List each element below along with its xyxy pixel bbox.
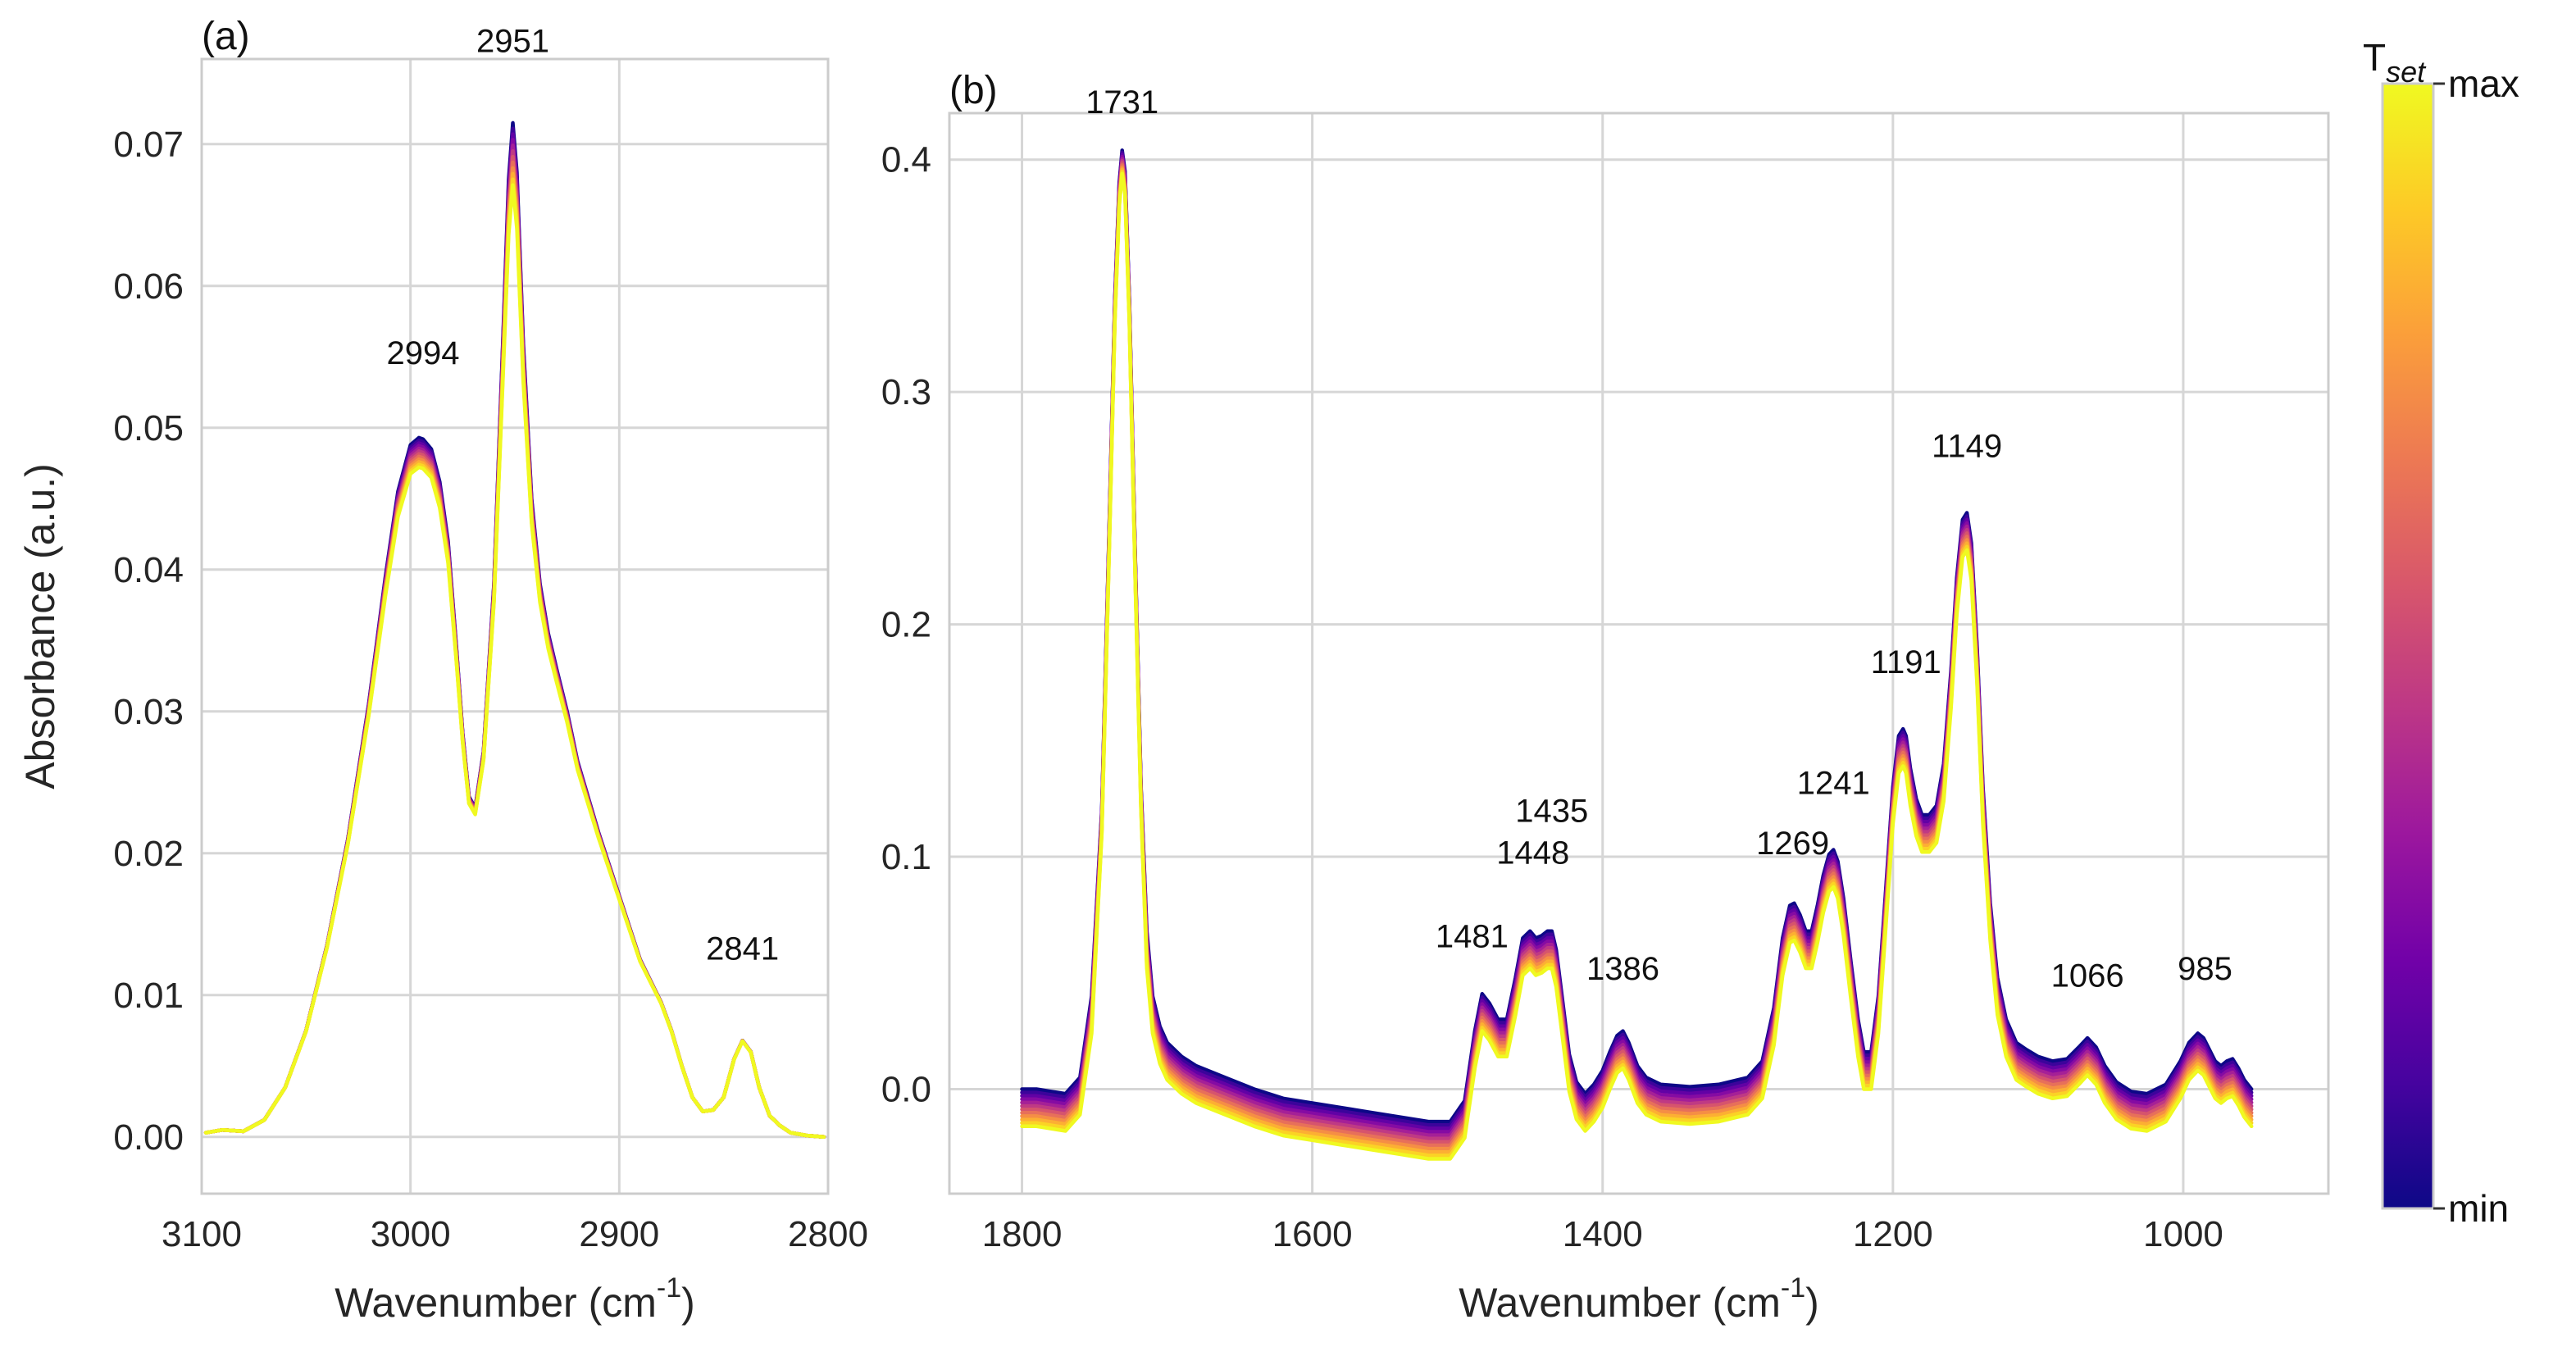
peak-label: 1269 bbox=[1756, 826, 1829, 862]
spectrum-line bbox=[203, 154, 826, 1140]
panel-b-curves bbox=[1020, 148, 2254, 1161]
peak-label: 985 bbox=[2178, 951, 2232, 987]
colorbar-title-main: T bbox=[2363, 36, 2386, 79]
y-tick-label: 0.3 bbox=[881, 372, 931, 412]
panel-b-x-axis-label: Wavenumber (cm-1) bbox=[1459, 1272, 1819, 1326]
spectrum-line bbox=[1020, 167, 2254, 1154]
x-tick-label: 2900 bbox=[579, 1214, 659, 1254]
panel-a-curves bbox=[203, 121, 826, 1140]
spectrum-line bbox=[203, 126, 826, 1140]
panel-a-label: (a) bbox=[202, 15, 250, 58]
panel-a-ticks: 3100 3000 2900 2800 0.00 0.01 0.02 0.03 0.04 0.05… bbox=[113, 125, 868, 1254]
x-tick-label: 3100 bbox=[162, 1214, 242, 1254]
spectrum-line bbox=[203, 143, 826, 1140]
spectrum-line bbox=[203, 149, 826, 1140]
x-tick-label: 3000 bbox=[371, 1214, 451, 1254]
panel-a-grid bbox=[200, 59, 830, 1194]
panel-b-frame bbox=[948, 111, 2330, 1195]
y-tick-label: 0.00 bbox=[113, 1117, 184, 1158]
peak-label: 1435 bbox=[1515, 793, 1588, 829]
peak-label: 2951 bbox=[476, 23, 549, 59]
spectrum-line bbox=[203, 177, 826, 1140]
spectrum-line bbox=[1020, 161, 2254, 1144]
x-tick-label: 2800 bbox=[788, 1214, 868, 1254]
spectrum-line bbox=[1020, 171, 2254, 1161]
panel-a-xlabel-sup: -1 bbox=[657, 1272, 681, 1304]
y-tick-label: 0.04 bbox=[113, 550, 184, 590]
y-tick-label: 0.07 bbox=[113, 125, 184, 165]
x-tick-label: 1600 bbox=[1272, 1214, 1353, 1254]
spectrum-line bbox=[203, 132, 826, 1140]
panel-b-ticks: 1800 1600 1400 1200 1000 0.0 0.1 0.2 0.3 0.4 bbox=[881, 140, 2223, 1254]
x-tick-label: 1000 bbox=[2143, 1214, 2223, 1254]
peak-label: 1149 bbox=[1932, 428, 2002, 464]
y-tick-label: 0.01 bbox=[113, 976, 184, 1016]
peak-label: 1241 bbox=[1797, 765, 1870, 801]
peak-label: 2994 bbox=[386, 335, 459, 371]
y-tick-label: 0.2 bbox=[881, 605, 931, 645]
panel-a-xlabel-main: Wavenumber (cm bbox=[335, 1280, 657, 1326]
panel-a-frame bbox=[200, 57, 830, 1195]
panel-b-xlabel-sup: -1 bbox=[1781, 1272, 1805, 1304]
y-tick-label: 0.1 bbox=[881, 837, 931, 877]
y-tick-label: 0.4 bbox=[881, 140, 931, 180]
panel-b-label: (b) bbox=[949, 69, 998, 112]
panel-b-xlabel-main: Wavenumber (cm bbox=[1459, 1280, 1781, 1326]
peak-label: 1731 bbox=[1085, 84, 1158, 121]
panel-a-peak-labels: 2994 2951 2841 bbox=[386, 23, 779, 967]
y-tick-label: 0.03 bbox=[113, 692, 184, 732]
panel-b-chart: 1800 1600 1400 1200 1000 0.0 0.1 0.2 0.3 0.4 1731… bbox=[881, 69, 2330, 1326]
peak-label: 1448 bbox=[1496, 835, 1569, 871]
spectrum-line bbox=[203, 121, 826, 1140]
peak-label: 1386 bbox=[1586, 951, 1659, 987]
x-tick-label: 1800 bbox=[982, 1214, 1063, 1254]
panel-a-chart: 3100 3000 2900 2800 0.00 0.01 0.02 0.03 0.04 0.05… bbox=[17, 15, 868, 1326]
spectrum-line bbox=[203, 160, 826, 1140]
spectrum-line bbox=[203, 138, 826, 1140]
x-tick-label: 1200 bbox=[1853, 1214, 1933, 1254]
colorbar-max-label: max bbox=[2448, 62, 2519, 105]
panel-a-x-axis-label: Wavenumber (cm-1) bbox=[335, 1272, 695, 1326]
peak-label: 1191 bbox=[1871, 644, 1941, 680]
panel-b-peak-labels: 1731 1481 1448 1435 1386 1269 1241 1191 1149 1066… bbox=[1085, 84, 2232, 994]
colorbar: Tset max min bbox=[2363, 36, 2519, 1230]
peak-label: 2841 bbox=[706, 931, 779, 967]
spectrum-line bbox=[203, 166, 826, 1140]
peak-label: 1066 bbox=[2051, 958, 2124, 994]
colorbar-title: Tset bbox=[2363, 36, 2427, 89]
spectrum-line bbox=[1020, 165, 2254, 1151]
spectrum-line bbox=[203, 171, 826, 1140]
colorbar-gradient bbox=[2381, 82, 2435, 1210]
panel-b-xlabel-close: ) bbox=[1805, 1280, 1819, 1326]
spectrum-line bbox=[1020, 169, 2254, 1158]
peak-label: 1481 bbox=[1436, 919, 1509, 955]
spectrum-line bbox=[203, 183, 826, 1140]
panel-a-y-axis-label: Absorbance (a.u.) bbox=[17, 463, 63, 789]
y-tick-label: 0.05 bbox=[113, 408, 184, 448]
panel-a-xlabel-close: ) bbox=[681, 1280, 695, 1326]
spectrum-line bbox=[1020, 163, 2254, 1148]
colorbar-min-label: min bbox=[2448, 1187, 2509, 1230]
x-tick-label: 1400 bbox=[1563, 1214, 1643, 1254]
y-tick-label: 0.0 bbox=[881, 1069, 931, 1109]
y-tick-label: 0.06 bbox=[113, 266, 184, 307]
colorbar-title-sub: set bbox=[2386, 55, 2427, 89]
y-tick-label: 0.02 bbox=[113, 834, 184, 874]
